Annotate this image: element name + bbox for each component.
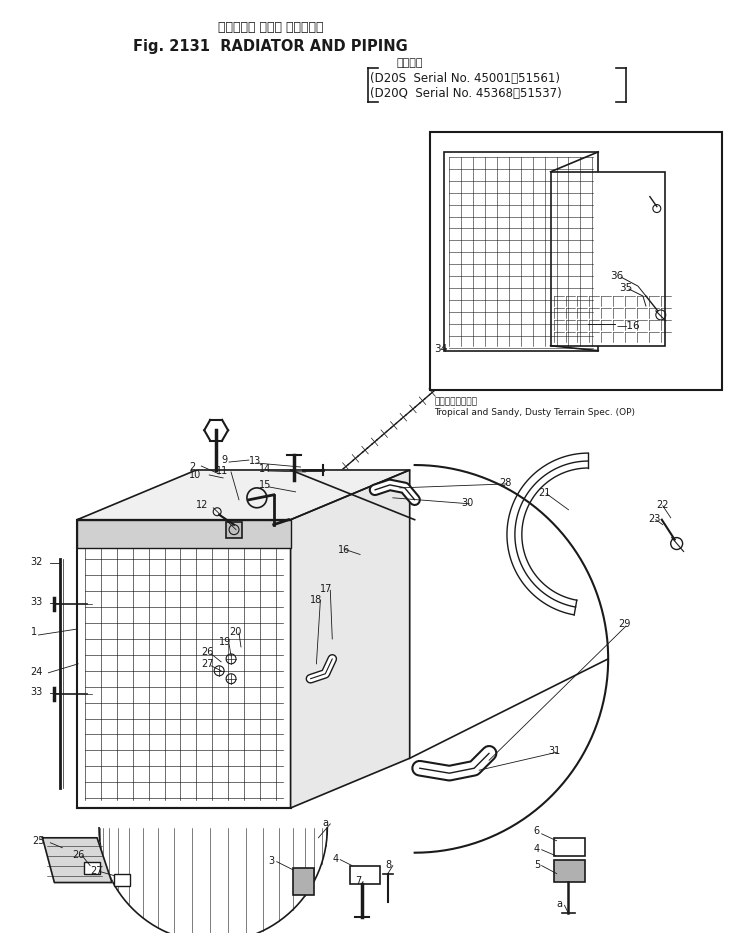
Text: 31: 31 (548, 746, 561, 756)
Text: 26: 26 (201, 647, 213, 657)
Bar (84, 862, 100, 873)
Text: 21: 21 (539, 488, 551, 498)
Polygon shape (291, 470, 410, 808)
Bar (77, 519, 291, 548)
Text: 2: 2 (190, 462, 196, 472)
Text: 11: 11 (216, 466, 228, 476)
Text: Fig. 2131  RADIATOR AND PIPING: Fig. 2131 RADIATOR AND PIPING (134, 38, 408, 53)
Text: 19: 19 (219, 637, 232, 647)
Text: 10: 10 (190, 470, 201, 480)
Text: 7: 7 (355, 875, 362, 885)
Text: 5: 5 (534, 859, 540, 870)
Text: 18: 18 (311, 595, 323, 606)
Text: 16: 16 (338, 545, 351, 554)
Text: 9: 9 (221, 455, 227, 465)
Text: 27: 27 (90, 866, 103, 875)
Text: 12: 12 (196, 500, 209, 510)
Text: 17: 17 (320, 584, 333, 594)
Bar (444, 152, 599, 351)
Polygon shape (77, 470, 410, 519)
Text: 28: 28 (499, 478, 511, 488)
Text: 33: 33 (30, 687, 43, 696)
Text: 36: 36 (610, 271, 624, 281)
Bar (430, 132, 723, 390)
Text: 適用号機: 適用号機 (396, 58, 423, 68)
Text: ラジエータ および パイビング: ラジエータ および パイビング (218, 21, 323, 34)
Bar (554, 859, 585, 882)
Bar (292, 868, 314, 896)
Text: 8: 8 (385, 859, 391, 870)
Bar (77, 519, 291, 808)
Text: a: a (556, 899, 562, 910)
Text: 4: 4 (332, 854, 339, 864)
Text: 6: 6 (534, 826, 540, 836)
Text: a: a (323, 818, 328, 828)
Text: 22: 22 (656, 500, 669, 510)
Text: 32: 32 (30, 558, 43, 567)
Text: 24: 24 (30, 666, 43, 677)
Bar (551, 172, 665, 345)
Text: 熱帯、砂岘地仕様: 熱帯、砂岘地仕様 (435, 398, 477, 406)
Text: 30: 30 (461, 498, 474, 508)
Text: 3: 3 (269, 856, 275, 866)
Bar (114, 873, 130, 885)
Bar (554, 838, 585, 856)
Text: 34: 34 (435, 344, 448, 354)
Text: (D20S  Serial No. 45001～51561): (D20S Serial No. 45001～51561) (370, 72, 560, 85)
Bar (350, 866, 380, 884)
Text: 23: 23 (648, 514, 661, 524)
Text: 25: 25 (32, 836, 45, 846)
Text: 27: 27 (201, 659, 214, 669)
Bar (226, 521, 242, 537)
Text: (D20Q  Serial No. 45368～51537): (D20Q Serial No. 45368～51537) (370, 87, 562, 100)
Text: 1: 1 (30, 627, 37, 637)
Text: 4: 4 (534, 843, 540, 854)
Text: 29: 29 (618, 619, 630, 629)
Text: 13: 13 (249, 456, 261, 466)
Text: Tropical and Sandy, Dusty Terrain Spec. (OP): Tropical and Sandy, Dusty Terrain Spec. … (435, 408, 635, 417)
Text: 26: 26 (72, 850, 85, 860)
Text: 35: 35 (619, 283, 632, 293)
Text: 15: 15 (259, 480, 271, 490)
Text: 14: 14 (259, 464, 271, 474)
Text: 33: 33 (30, 597, 43, 607)
Text: 20: 20 (229, 627, 241, 637)
Polygon shape (43, 838, 112, 883)
Text: —16: —16 (616, 321, 640, 331)
